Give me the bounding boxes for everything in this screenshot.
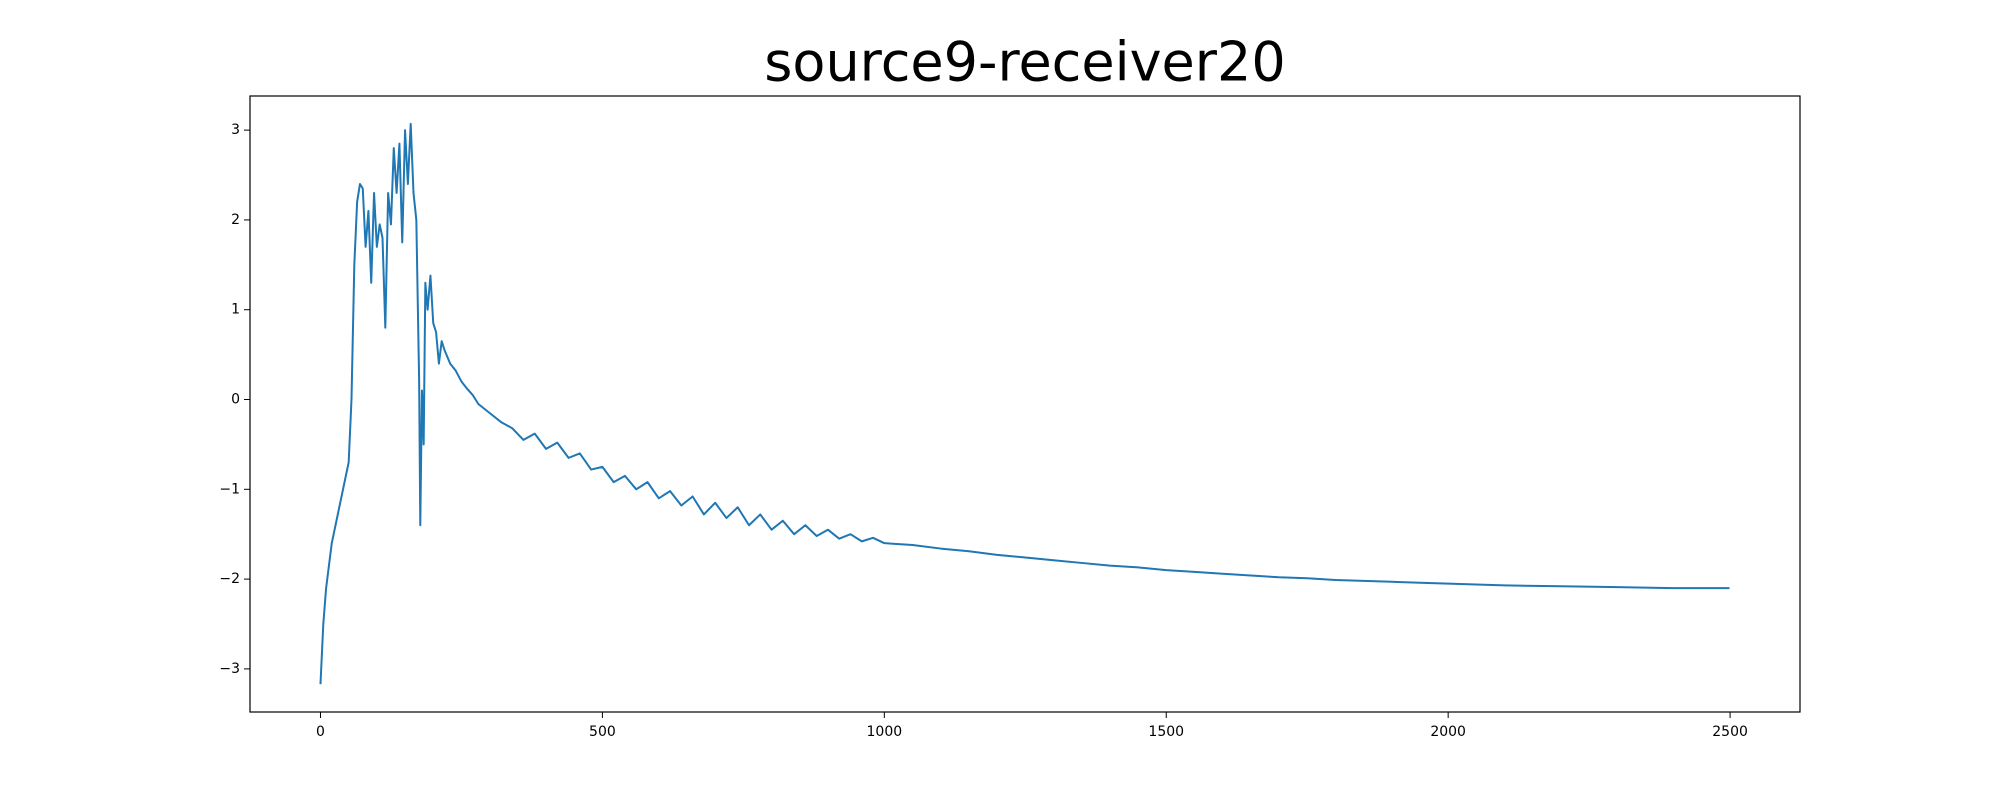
data-line: [319, 122, 1730, 685]
y-tick-label: 1: [231, 302, 240, 318]
y-tick-label: −1: [219, 481, 240, 497]
y-tick-label: 0: [231, 392, 240, 408]
x-tick-label: 0: [316, 724, 325, 740]
x-tick-label: 500: [589, 724, 616, 740]
chart-title: source9-receiver20: [764, 31, 1285, 94]
x-tick-label: 2000: [1430, 724, 1466, 740]
y-tick-label: −3: [219, 661, 240, 677]
x-tick-label: 1500: [1148, 724, 1184, 740]
x-tick-label: 1000: [867, 724, 903, 740]
y-tick-label: 2: [231, 212, 240, 228]
y-tick-label: 3: [231, 122, 240, 138]
plot-frame: [249, 95, 1801, 713]
x-tick-label: 2500: [1712, 724, 1748, 740]
y-tick-label: −2: [219, 571, 240, 587]
